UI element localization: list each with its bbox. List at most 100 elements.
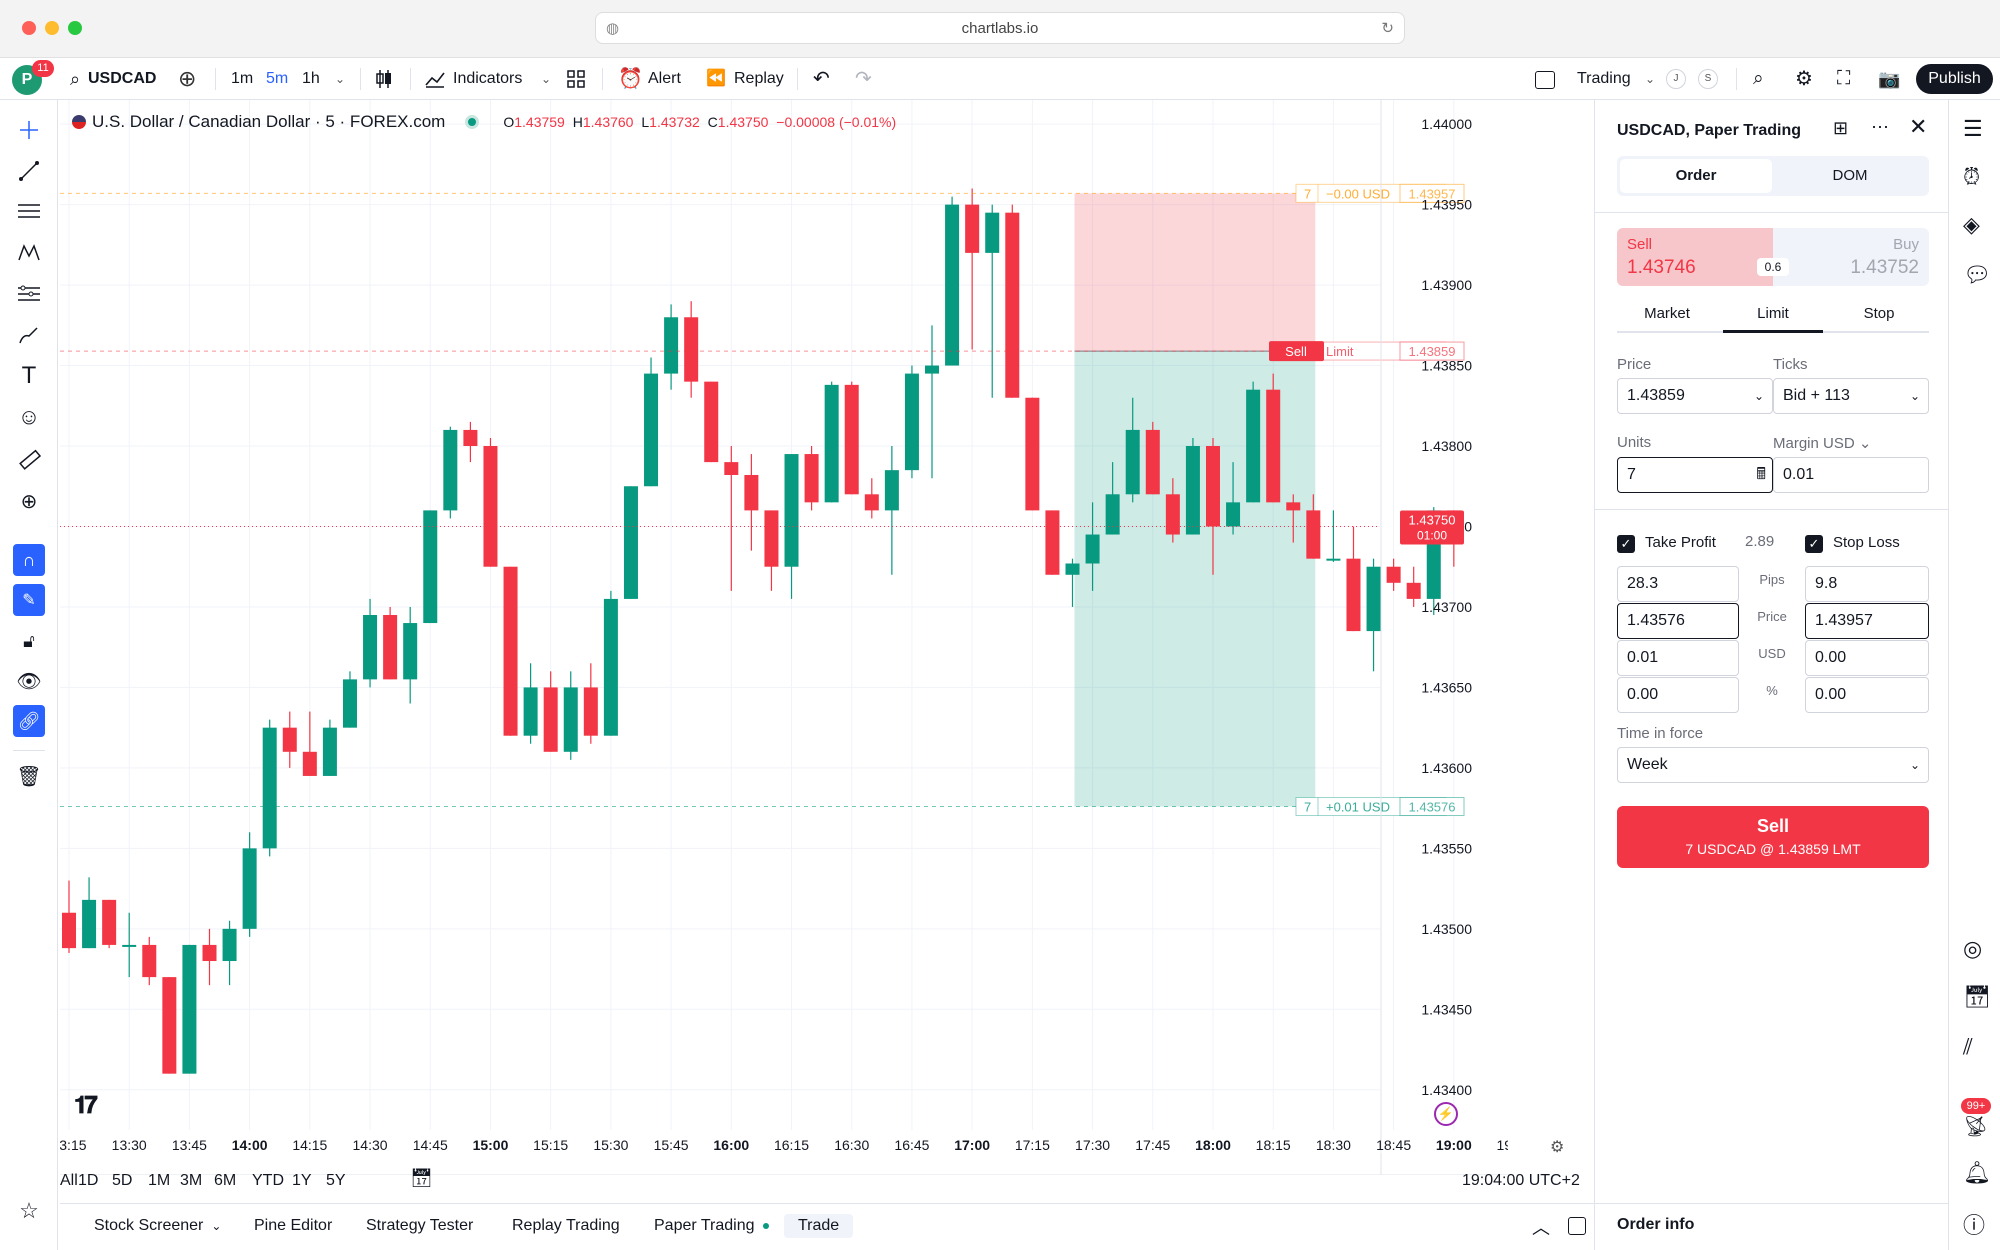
candle-13:55[interactable]	[222, 928, 237, 962]
settings-gear-icon[interactable]: ⚙	[1795, 68, 1813, 90]
bottom-tab-paper-trading[interactable]: Paper Trading	[640, 1214, 783, 1238]
candle-17:15[interactable]	[1025, 397, 1040, 511]
broadcast-icon[interactable]: 📡︎	[1963, 1116, 1989, 1138]
candle-17:55[interactable]	[1185, 446, 1200, 535]
brush-icon[interactable]	[13, 319, 45, 351]
layout-square-icon[interactable]	[1535, 71, 1555, 89]
candle-15:50[interactable]	[684, 317, 699, 382]
margin-input[interactable]: 0.01	[1773, 457, 1929, 493]
watchlist-icon[interactable]: ☰	[1963, 116, 1983, 141]
take-profit-price-input[interactable]: 1.43576	[1617, 603, 1739, 639]
pattern-icon[interactable]	[13, 237, 45, 269]
candle-15:15[interactable]	[543, 687, 558, 752]
candle-17:25[interactable]	[1065, 563, 1080, 575]
timeframe-6m[interactable]: 6M	[214, 1172, 237, 1189]
indicators-icon[interactable]	[424, 58, 446, 100]
candle-16:05[interactable]	[744, 474, 759, 511]
link-icon[interactable]: 🔗︎	[13, 705, 45, 737]
candle-15:30[interactable]	[603, 598, 618, 736]
candle-17:10[interactable]	[1005, 212, 1020, 398]
timeframe-1m[interactable]: 1M	[148, 1172, 171, 1189]
prediction-icon[interactable]	[13, 278, 45, 310]
help-icon[interactable]: ⓘ	[1963, 1213, 1986, 1238]
timeframe-1y[interactable]: 1Y	[292, 1172, 312, 1189]
candle-17:45[interactable]	[1145, 429, 1160, 495]
tab-limit[interactable]: Limit	[1757, 305, 1789, 322]
tab-stop[interactable]: Stop	[1863, 305, 1895, 322]
camera-icon[interactable]: 📷	[1878, 69, 1901, 89]
date-range-icon[interactable]: 📅︎	[410, 1168, 433, 1188]
indicators-button[interactable]: Indicators	[453, 70, 523, 87]
text-tool-icon[interactable]: T	[21, 362, 37, 389]
candle-18:45[interactable]	[1386, 566, 1401, 583]
stop-loss-price-input[interactable]: 1.43957	[1805, 603, 1929, 639]
trading-dropdown[interactable]: Trading	[1577, 70, 1631, 87]
fib-lines-icon[interactable]	[13, 196, 45, 228]
candle-15:25[interactable]	[583, 687, 598, 736]
timeframe-3m[interactable]: 3M	[180, 1172, 203, 1189]
candle-18:10[interactable]	[1246, 389, 1261, 503]
last-price-badge[interactable]	[1400, 510, 1464, 545]
candle-16:00[interactable]	[724, 462, 739, 475]
maximize-panel-icon[interactable]	[1568, 1217, 1586, 1235]
panel-layout-icon[interactable]: ⊞	[1833, 118, 1849, 138]
candle-14:00[interactable]	[242, 848, 257, 929]
chart-area[interactable]: 7−0.00 USD✕1.439577Limit✕Sell1.438597+0.…	[60, 100, 1564, 1175]
timeframe-5y[interactable]: 5Y	[326, 1172, 346, 1189]
timeframe-1d[interactable]: 1D	[78, 1172, 99, 1189]
chevron-down-icon[interactable]: ⌄	[211, 1219, 222, 1233]
symbol-title[interactable]: U.S. Dollar / Canadian Dollar · 5 · FORE…	[92, 112, 446, 131]
candle-16:50[interactable]	[925, 365, 940, 374]
candle-14:50[interactable]	[443, 429, 458, 511]
time-in-force-select[interactable]: Week ⌄	[1617, 747, 1929, 783]
buy-quote-button[interactable]: Buy 1.43752	[1773, 228, 1929, 286]
candle-13:35[interactable]	[142, 944, 157, 978]
redo-icon[interactable]: ↷	[855, 68, 872, 90]
search-icon[interactable]: ⌕	[70, 69, 81, 89]
candle-15:05[interactable]	[503, 566, 518, 736]
alert-button[interactable]: Alert	[648, 70, 681, 87]
chevron-down-icon[interactable]: ⌄	[335, 72, 346, 86]
chat-icon[interactable]: 💬︎	[1963, 262, 1991, 287]
calendar-icon[interactable]: 📅︎	[1963, 984, 1991, 1009]
order-info-heading[interactable]: Order info	[1617, 1216, 1695, 1233]
candle-13:45[interactable]	[182, 944, 197, 1074]
candle-17:40[interactable]	[1125, 429, 1140, 495]
chevron-down-icon[interactable]: ⌄	[541, 72, 552, 86]
candle-18:30[interactable]	[1326, 558, 1341, 561]
undo-icon[interactable]: ↶	[813, 68, 830, 90]
candle-17:50[interactable]	[1165, 494, 1180, 535]
timeframe-ytd[interactable]: YTD	[252, 1172, 284, 1189]
candle-13:25[interactable]	[102, 899, 117, 945]
candle-15:20[interactable]	[563, 687, 578, 752]
candle-18:15[interactable]	[1266, 389, 1281, 503]
clock-readout[interactable]: 19:04:00 UTC+2	[1462, 1172, 1580, 1189]
interval-1h[interactable]: 1h	[302, 70, 320, 87]
fullscreen-icon[interactable]: ⛶	[1837, 68, 1851, 89]
candle-18:50[interactable]	[1406, 582, 1421, 599]
candle-16:15[interactable]	[784, 454, 799, 567]
candle-15:00[interactable]	[483, 446, 498, 567]
stop-loss-zone[interactable]	[1074, 193, 1316, 352]
tab-order[interactable]: Order	[1620, 159, 1772, 193]
alert-clock-icon[interactable]: ⏰	[618, 68, 643, 90]
candle-14:05[interactable]	[262, 727, 277, 849]
tab-market[interactable]: Market	[1644, 305, 1690, 322]
layers-icon[interactable]: ◈	[1963, 212, 1980, 237]
trading-panel-icon[interactable]: ⫽	[1963, 1034, 1973, 1059]
timeframe-5d[interactable]: 5D	[112, 1172, 133, 1189]
lock-icon[interactable]: 🔓︎	[23, 630, 35, 651]
replay-button[interactable]: Replay	[734, 70, 784, 87]
candle-14:15[interactable]	[302, 751, 317, 776]
replay-icon[interactable]: ⏪	[706, 70, 726, 87]
eye-icon[interactable]: 👁︎	[16, 670, 42, 693]
bottom-tab-replay-trading[interactable]: Replay Trading	[512, 1217, 620, 1234]
candle-15:45[interactable]	[664, 317, 679, 374]
take-profit-checkbox[interactable]: ✓	[1617, 535, 1635, 553]
reload-icon[interactable]: ↻	[1381, 20, 1394, 37]
candle-13:15[interactable]	[62, 912, 76, 949]
timeframe-all[interactable]: All	[60, 1172, 78, 1189]
interval-1m[interactable]: 1m	[231, 70, 254, 87]
axis-settings-icon[interactable]: ⚙	[1550, 1139, 1565, 1156]
bottom-tab-pine-editor[interactable]: Pine Editor	[254, 1217, 333, 1234]
